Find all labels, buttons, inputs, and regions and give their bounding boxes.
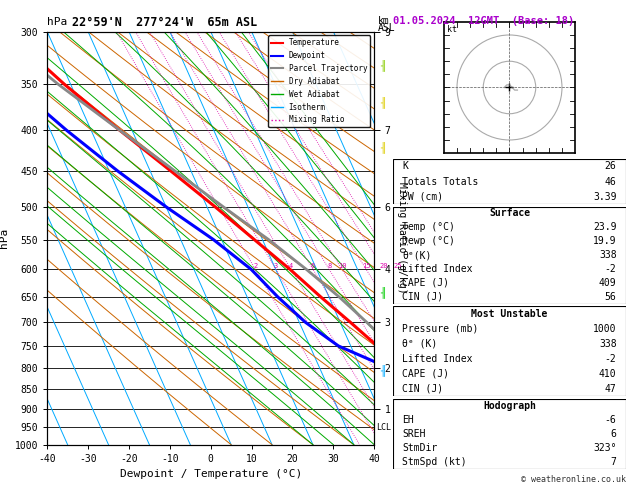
Text: -2: -2 <box>605 354 616 364</box>
Text: -6: -6 <box>605 415 616 425</box>
Text: ASL: ASL <box>377 23 395 34</box>
Text: 2: 2 <box>253 263 258 269</box>
Text: 323°: 323° <box>593 443 616 453</box>
Text: 4: 4 <box>289 263 293 269</box>
Text: 3.39: 3.39 <box>593 191 616 202</box>
Y-axis label: Mixing Ratio (g/kg): Mixing Ratio (g/kg) <box>397 182 407 294</box>
Text: 410: 410 <box>599 368 616 379</box>
Text: kt: kt <box>447 25 457 35</box>
Text: 15: 15 <box>362 263 370 269</box>
X-axis label: Dewpoint / Temperature (°C): Dewpoint / Temperature (°C) <box>120 469 302 479</box>
Text: 6: 6 <box>311 263 315 269</box>
Text: StmDir: StmDir <box>403 443 438 453</box>
Text: StmSpd (kt): StmSpd (kt) <box>403 457 467 467</box>
Text: ╢: ╢ <box>381 59 386 70</box>
Text: © weatheronline.co.uk: © weatheronline.co.uk <box>521 474 626 484</box>
Text: SREH: SREH <box>403 429 426 439</box>
Text: CIN (J): CIN (J) <box>403 383 443 394</box>
Text: Surface: Surface <box>489 208 530 219</box>
Text: ╢: ╢ <box>381 96 386 108</box>
Text: ╢: ╢ <box>381 286 386 298</box>
Legend: Temperature, Dewpoint, Parcel Trajectory, Dry Adiabat, Wet Adiabat, Isotherm, Mi: Temperature, Dewpoint, Parcel Trajectory… <box>268 35 370 127</box>
Text: 19.9: 19.9 <box>593 236 616 246</box>
Text: Lifted Index: Lifted Index <box>403 354 473 364</box>
Text: 1000: 1000 <box>593 324 616 334</box>
Text: 8: 8 <box>327 263 331 269</box>
Text: 23.9: 23.9 <box>593 223 616 232</box>
Text: CIN (J): CIN (J) <box>403 292 443 302</box>
Text: 22°59'N  277°24'W  65m ASL: 22°59'N 277°24'W 65m ASL <box>72 16 258 29</box>
Text: Hodograph: Hodograph <box>483 400 536 411</box>
Text: 7: 7 <box>611 457 616 467</box>
Text: ╢: ╢ <box>381 364 386 376</box>
Y-axis label: hPa: hPa <box>0 228 9 248</box>
Text: 46: 46 <box>605 176 616 187</box>
Text: CAPE (J): CAPE (J) <box>403 368 450 379</box>
Text: hPa: hPa <box>47 17 67 27</box>
Text: Temp (°C): Temp (°C) <box>403 223 455 232</box>
Text: 3: 3 <box>274 263 278 269</box>
Text: 338: 338 <box>599 339 616 348</box>
Text: ╢: ╢ <box>381 141 386 153</box>
Text: 338: 338 <box>599 250 616 260</box>
Text: Dewp (°C): Dewp (°C) <box>403 236 455 246</box>
Text: 409: 409 <box>599 278 616 288</box>
Text: Pressure (mb): Pressure (mb) <box>403 324 479 334</box>
Text: Lifted Index: Lifted Index <box>403 264 473 274</box>
Text: 26: 26 <box>605 161 616 172</box>
Text: 6: 6 <box>611 429 616 439</box>
Text: 25: 25 <box>394 263 402 269</box>
Text: LCL: LCL <box>376 423 391 432</box>
Text: θᵉ(K): θᵉ(K) <box>403 250 432 260</box>
Text: 47: 47 <box>605 383 616 394</box>
Text: km: km <box>377 16 389 26</box>
Text: K: K <box>403 161 408 172</box>
Text: 20: 20 <box>380 263 388 269</box>
Text: Most Unstable: Most Unstable <box>471 309 548 319</box>
Text: Totals Totals: Totals Totals <box>403 176 479 187</box>
Text: PW (cm): PW (cm) <box>403 191 443 202</box>
Text: 10: 10 <box>338 263 347 269</box>
Text: -2: -2 <box>605 264 616 274</box>
Text: 56: 56 <box>605 292 616 302</box>
Text: EH: EH <box>403 415 414 425</box>
Text: θᵉ (K): θᵉ (K) <box>403 339 438 348</box>
Text: CAPE (J): CAPE (J) <box>403 278 450 288</box>
Text: 01.05.2024  12GMT  (Base: 18): 01.05.2024 12GMT (Base: 18) <box>393 16 574 26</box>
